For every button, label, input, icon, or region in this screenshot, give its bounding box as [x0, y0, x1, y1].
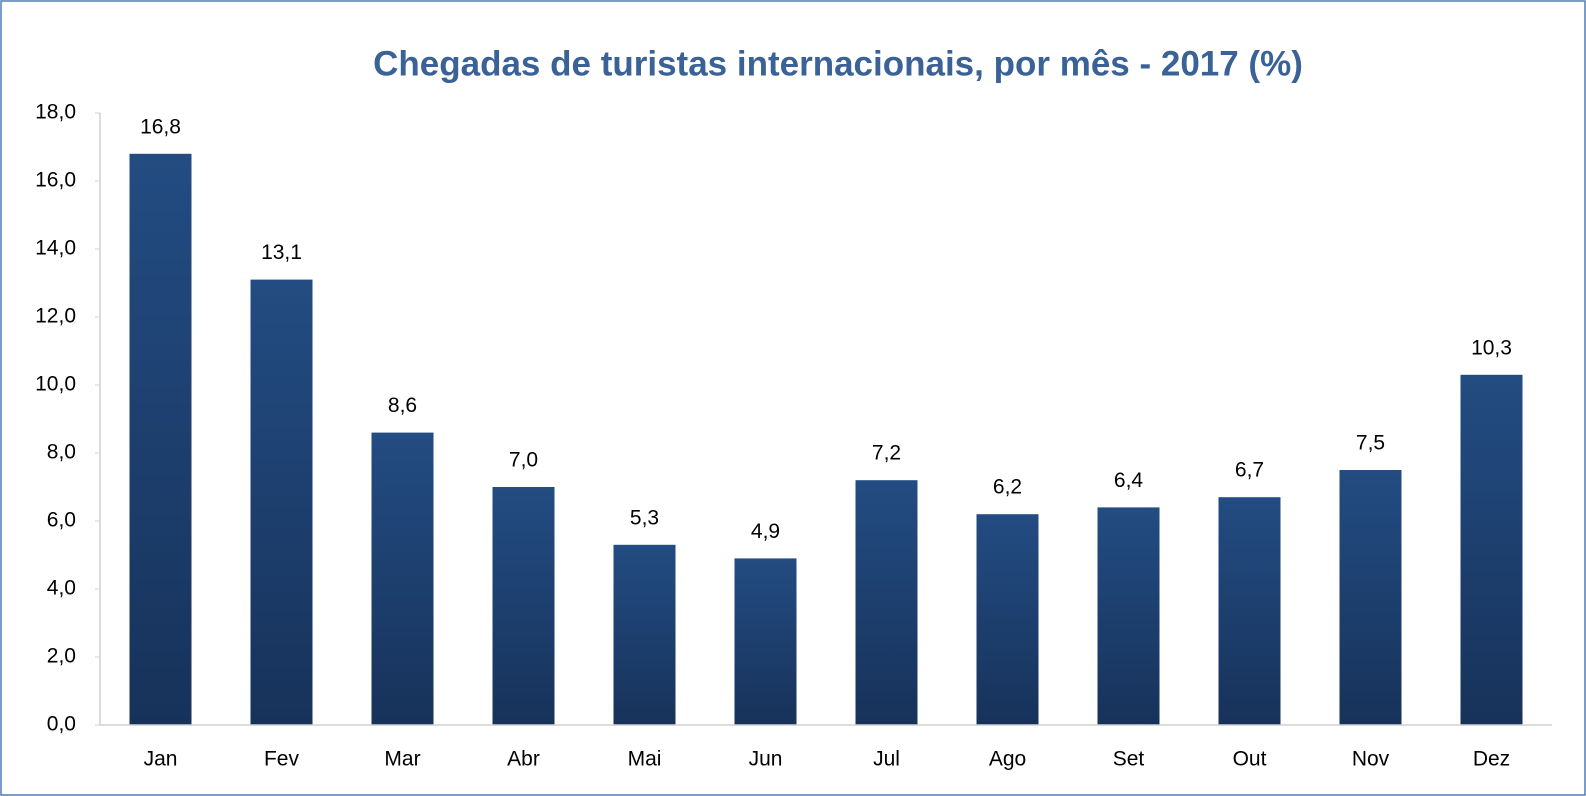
- bar: [734, 558, 797, 725]
- data-label: 7,2: [872, 442, 901, 465]
- data-label: 7,5: [1356, 432, 1385, 455]
- bar: [976, 514, 1039, 725]
- bar: [1218, 497, 1281, 725]
- data-label: 10,3: [1471, 336, 1512, 359]
- y-tick-label: 8,0: [47, 441, 76, 464]
- bar: [371, 432, 434, 725]
- x-tick-label: Jun: [749, 748, 783, 771]
- bar: [492, 487, 555, 725]
- x-tick-label: Jan: [144, 748, 178, 771]
- x-tick-label: Jul: [873, 748, 900, 771]
- data-label: 13,1: [261, 241, 302, 264]
- y-tick-label: 18,0: [35, 101, 76, 124]
- x-tick-label: Set: [1113, 748, 1145, 771]
- y-tick-label: 16,0: [35, 169, 76, 192]
- x-tick-label: Fev: [264, 748, 300, 771]
- data-label: 8,6: [388, 394, 417, 417]
- x-tick-label: Dez: [1473, 748, 1510, 771]
- y-tick-label: 0,0: [47, 713, 76, 736]
- x-tick-label: Nov: [1352, 748, 1390, 771]
- bar: [1339, 470, 1402, 725]
- x-tick-label: Abr: [507, 748, 540, 771]
- x-tick-label: Out: [1233, 748, 1267, 771]
- y-tick-label: 10,0: [35, 373, 76, 396]
- bar: [855, 480, 918, 725]
- data-label: 6,2: [993, 476, 1022, 499]
- data-label: 6,7: [1235, 459, 1264, 482]
- y-tick-label: 2,0: [47, 645, 76, 668]
- data-label: 16,8: [140, 115, 181, 138]
- data-label: 5,3: [630, 506, 659, 529]
- x-tick-label: Mai: [628, 748, 662, 771]
- data-label: 6,4: [1114, 469, 1144, 492]
- y-tick-label: 14,0: [35, 237, 76, 260]
- y-tick-label: 6,0: [47, 509, 76, 532]
- bar: [129, 153, 192, 726]
- y-tick-label: 12,0: [35, 305, 76, 328]
- x-tick-label: Mar: [384, 748, 420, 771]
- y-tick-label: 4,0: [47, 577, 76, 600]
- x-tick-label: Ago: [989, 748, 1026, 771]
- bar: [1097, 507, 1160, 725]
- data-label: 7,0: [509, 449, 538, 472]
- bar: [250, 279, 313, 725]
- bar: [613, 544, 676, 725]
- data-label: 4,9: [751, 520, 780, 543]
- chart-title: Chegadas de turistas internacionais, por…: [373, 44, 1303, 83]
- bar: [1460, 374, 1523, 725]
